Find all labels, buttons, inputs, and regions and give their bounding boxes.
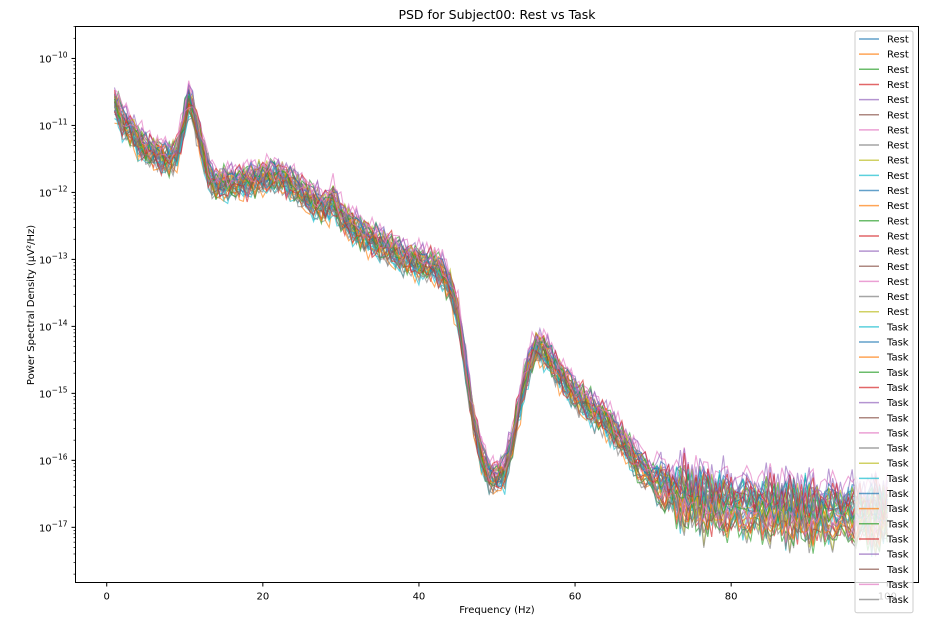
- x-tick-label: 40: [413, 592, 426, 603]
- y-tick-label: 10−16: [39, 452, 68, 467]
- legend-label: Task: [886, 534, 909, 545]
- legend-label: Task: [886, 353, 909, 364]
- legend-label: Rest: [887, 80, 909, 91]
- legend-label: Task: [886, 504, 909, 515]
- legend-box: [854, 30, 914, 614]
- legend-label: Rest: [887, 171, 909, 182]
- series-line-21: [114, 90, 888, 511]
- plot-frame: [75, 26, 919, 583]
- y-tick-label: 10−11: [39, 117, 68, 132]
- series-line-35: [113, 83, 888, 517]
- legend-label: Task: [886, 322, 909, 333]
- y-tick-label: 10−15: [39, 385, 68, 400]
- series-line-13: [113, 90, 888, 527]
- series-line-11: [113, 89, 888, 509]
- legend-label: Task: [886, 428, 909, 439]
- legend-label: Rest: [887, 186, 909, 197]
- series-line-30: [114, 93, 888, 533]
- y-axis: 10−10 10−11 10−12 10−13 10−14 10−15 10−16 10−17: [39, 26, 76, 575]
- legend-label: Rest: [887, 262, 909, 273]
- x-axis: 020406080100: [104, 582, 897, 603]
- legend-label: Task: [886, 338, 909, 349]
- series-lines: [113, 80, 888, 557]
- chart-title: PSD for Subject00: Rest vs Task: [398, 7, 596, 22]
- legend-label: Rest: [887, 50, 909, 61]
- legend-label: Rest: [887, 307, 909, 318]
- legend-label: Task: [886, 565, 909, 576]
- x-tick-label: 0: [104, 592, 110, 603]
- legend: Rest Rest Rest Rest Rest Rest Rest Rest Rest Rest…: [854, 30, 914, 614]
- legend-label: Task: [886, 595, 909, 606]
- legend-label: Rest: [887, 231, 909, 242]
- y-tick-label: 10−13: [39, 251, 68, 266]
- legend-label: Rest: [887, 216, 909, 227]
- legend-label: Task: [886, 368, 909, 379]
- legend-label: Task: [886, 550, 909, 561]
- legend-label: Rest: [887, 95, 909, 106]
- series-line-2: [113, 96, 888, 516]
- legend-label: Rest: [887, 201, 909, 212]
- y-tick-label: 10−17: [39, 519, 68, 534]
- legend-label: Task: [886, 474, 909, 485]
- legend-label: Task: [886, 580, 909, 591]
- series-line-7: [114, 80, 888, 504]
- x-tick-label: 80: [725, 592, 738, 603]
- legend-label: Task: [886, 383, 909, 394]
- legend-label: Task: [886, 398, 909, 409]
- y-axis-label: Power Spectral Density (µV²/Hz): [26, 225, 37, 385]
- legend-label: Task: [886, 413, 909, 424]
- legend-label: Task: [886, 519, 909, 530]
- legend-label: Rest: [887, 110, 909, 121]
- y-tick-label: 10−14: [39, 318, 68, 333]
- legend-label: Rest: [887, 35, 909, 46]
- legend-label: Rest: [887, 65, 909, 76]
- x-axis-label: Frequency (Hz): [459, 605, 535, 616]
- legend-label: Rest: [887, 292, 909, 303]
- legend-label: Rest: [887, 247, 909, 258]
- y-tick-label: 10−10: [39, 50, 68, 65]
- x-tick-label: 20: [256, 592, 269, 603]
- legend-label: Rest: [887, 141, 909, 152]
- legend-label: Rest: [887, 125, 909, 136]
- x-tick-label: 60: [569, 592, 582, 603]
- legend-label: Rest: [887, 156, 909, 167]
- legend-label: Rest: [887, 277, 909, 288]
- series-line-38: [113, 102, 888, 536]
- legend-label: Task: [886, 444, 909, 455]
- y-tick-label: 10−12: [39, 184, 68, 199]
- legend-label: Task: [886, 459, 909, 470]
- legend-label: Task: [886, 489, 909, 500]
